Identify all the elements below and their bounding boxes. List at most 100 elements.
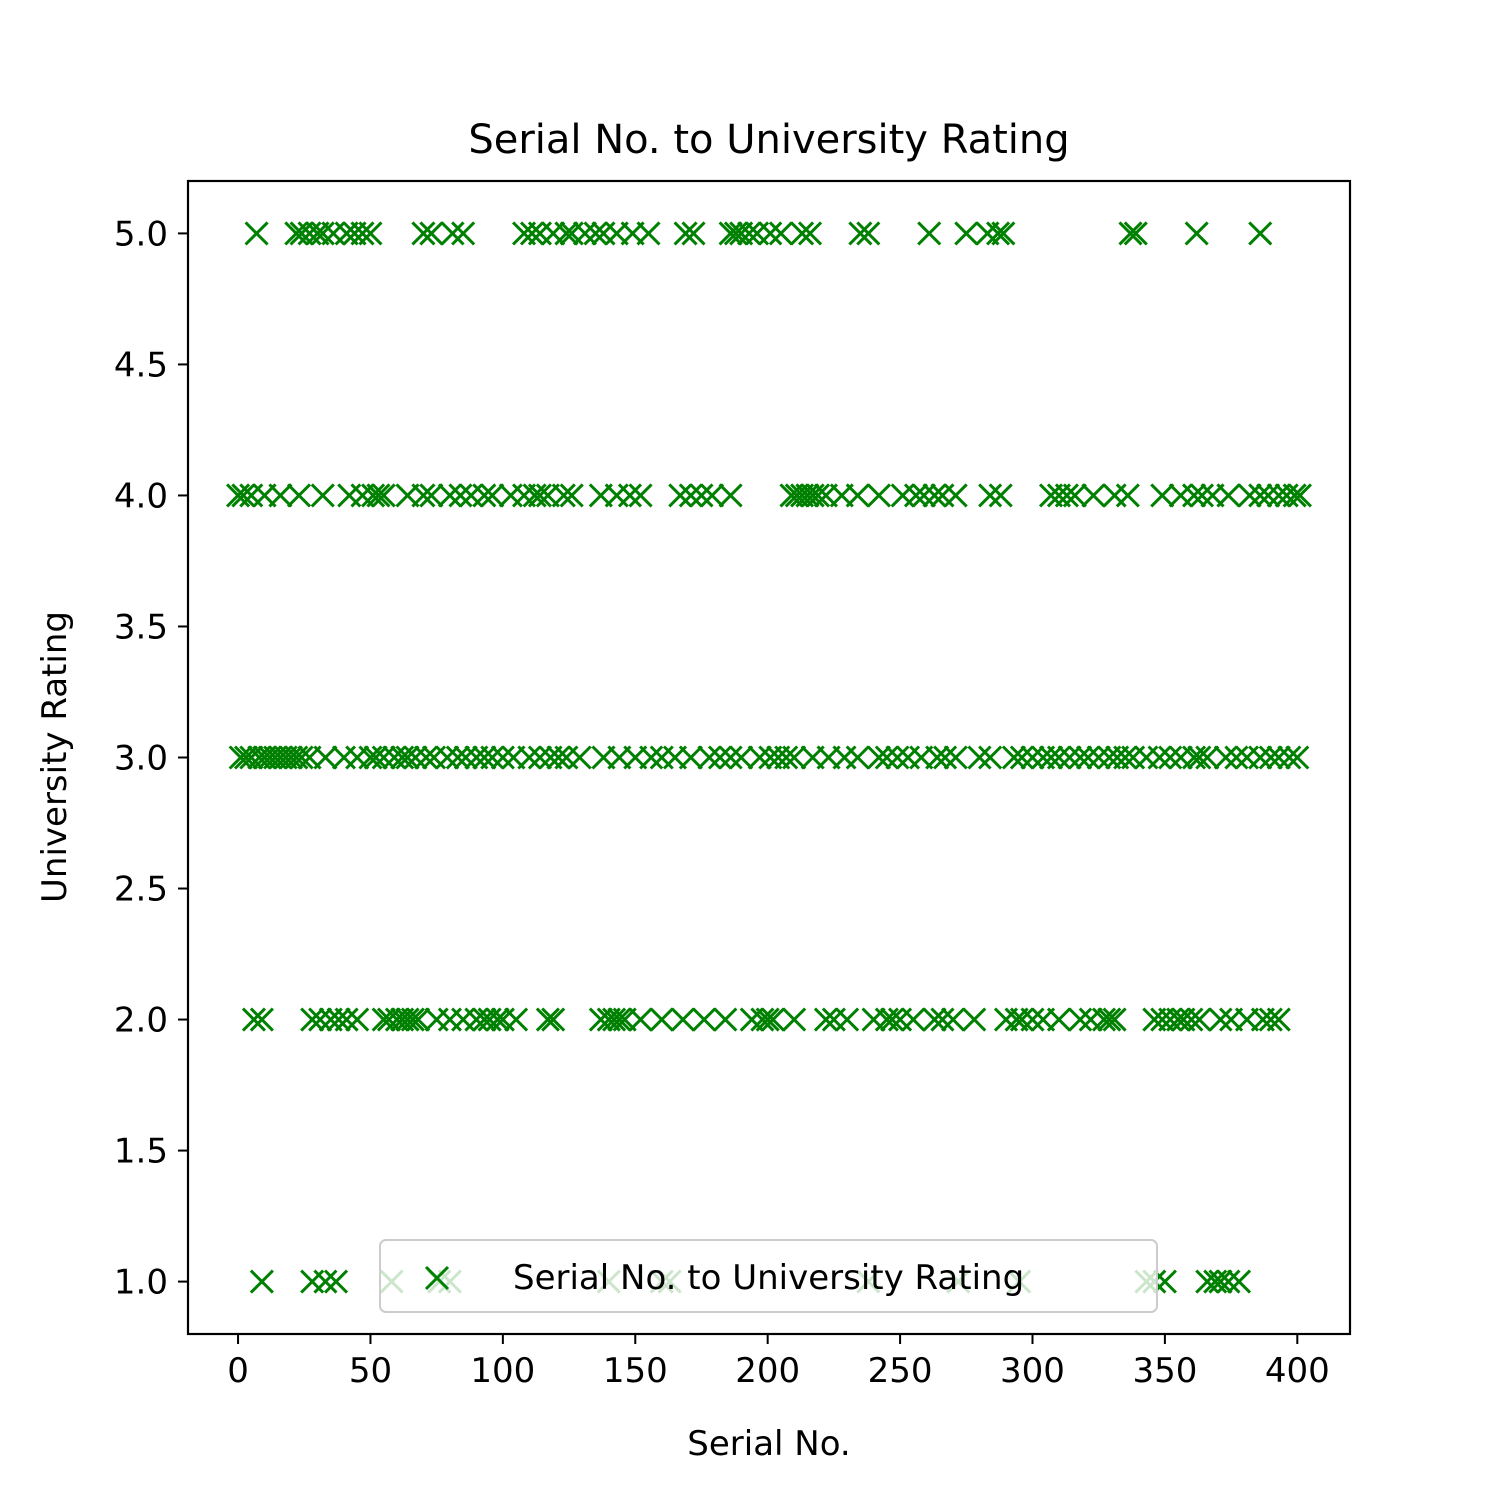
y-tick-label: 4.5 xyxy=(114,345,168,385)
data-point xyxy=(602,1007,627,1032)
data-point xyxy=(874,745,899,770)
data-point xyxy=(350,221,375,246)
data-point xyxy=(747,745,772,770)
data-point xyxy=(310,221,335,246)
data-point xyxy=(445,745,470,770)
x-axis-label: Serial No. xyxy=(687,1424,850,1464)
data-point xyxy=(286,483,312,508)
x-tick-label: 250 xyxy=(868,1351,933,1391)
data-point xyxy=(1102,1007,1127,1032)
data-point xyxy=(554,221,579,246)
data-point xyxy=(607,1007,632,1032)
data-point xyxy=(472,483,497,508)
data-point xyxy=(1189,483,1215,508)
data-point xyxy=(1216,483,1241,508)
data-point xyxy=(922,483,947,508)
data-point xyxy=(1123,221,1148,246)
data-point xyxy=(940,1007,966,1032)
data-point xyxy=(448,483,473,508)
data-point xyxy=(358,221,383,246)
data-point xyxy=(371,483,396,508)
data-point xyxy=(535,1007,560,1032)
data-point xyxy=(395,745,420,770)
data-point xyxy=(1248,221,1273,246)
data-point xyxy=(527,483,552,508)
y-tick-label: 4.0 xyxy=(114,476,168,516)
data-point xyxy=(930,1007,955,1032)
data-point xyxy=(278,745,304,770)
data-point xyxy=(551,483,576,508)
data-point xyxy=(567,745,592,770)
data-point xyxy=(411,483,436,508)
x-tick-label: 200 xyxy=(735,1351,800,1391)
data-point xyxy=(414,745,439,770)
data-point xyxy=(901,1007,926,1032)
data-point xyxy=(406,1007,431,1032)
data-point xyxy=(1046,1007,1072,1032)
data-point xyxy=(472,745,497,770)
data-point xyxy=(681,221,706,246)
data-point xyxy=(782,1007,807,1032)
data-point xyxy=(1115,483,1140,508)
data-point xyxy=(718,221,743,246)
data-point xyxy=(1057,745,1082,770)
data-point xyxy=(228,745,253,770)
data-point xyxy=(628,1007,653,1032)
y-tick-label: 1.0 xyxy=(114,1263,168,1303)
data-point xyxy=(572,221,598,246)
data-point xyxy=(300,1007,325,1032)
x-tick-label: 400 xyxy=(1265,1351,1330,1391)
data-point xyxy=(361,483,386,508)
data-point xyxy=(718,483,743,508)
data-point xyxy=(1046,745,1072,770)
data-point xyxy=(1248,483,1273,508)
data-point xyxy=(1248,745,1273,770)
data-point xyxy=(313,1269,338,1294)
data-point xyxy=(991,221,1016,246)
data-point xyxy=(480,483,505,508)
chart-title: Serial No. to University Rating xyxy=(468,117,1069,163)
data-point xyxy=(323,1269,349,1294)
data-point xyxy=(1009,1007,1034,1032)
data-point xyxy=(1208,1269,1233,1294)
legend-marker-icon xyxy=(424,1265,450,1291)
data-point xyxy=(485,1007,510,1032)
legend-box xyxy=(379,1239,1158,1313)
data-point xyxy=(527,745,552,770)
x-tick-label: 350 xyxy=(1132,1351,1197,1391)
data-point xyxy=(1277,745,1302,770)
data-point xyxy=(737,221,762,246)
data-point xyxy=(978,745,1003,770)
data-point xyxy=(689,483,714,508)
data-point xyxy=(1187,745,1212,770)
data-point xyxy=(1020,745,1045,770)
data-point xyxy=(628,483,653,508)
data-point xyxy=(490,745,515,770)
data-point xyxy=(813,1007,838,1032)
data-point xyxy=(453,745,478,770)
data-point xyxy=(903,483,929,508)
data-point xyxy=(1266,1007,1291,1032)
data-point xyxy=(1213,745,1238,770)
data-point xyxy=(1009,745,1034,770)
data-point xyxy=(697,745,722,770)
data-point xyxy=(366,483,391,508)
data-point xyxy=(1266,745,1291,770)
data-point xyxy=(962,1007,987,1032)
data-point xyxy=(1181,483,1207,508)
data-point xyxy=(943,483,968,508)
data-point xyxy=(1216,1269,1241,1294)
data-point xyxy=(1020,1007,1045,1032)
data-point xyxy=(668,483,693,508)
data-point xyxy=(403,745,428,770)
legend: Serial No. to University Rating xyxy=(379,1239,1158,1313)
y-axis-label: University Rating xyxy=(35,611,75,903)
data-point xyxy=(249,1007,274,1032)
y-axis-ticks: 1.0 1.5 2.0 2.5 3.0 3.5 4.0 4.5 5.0 xyxy=(114,214,188,1303)
data-point xyxy=(835,1007,860,1032)
data-point xyxy=(649,1007,674,1032)
data-point xyxy=(1091,1007,1117,1032)
data-point xyxy=(313,745,338,770)
data-point xyxy=(517,745,542,770)
data-point xyxy=(1068,745,1093,770)
